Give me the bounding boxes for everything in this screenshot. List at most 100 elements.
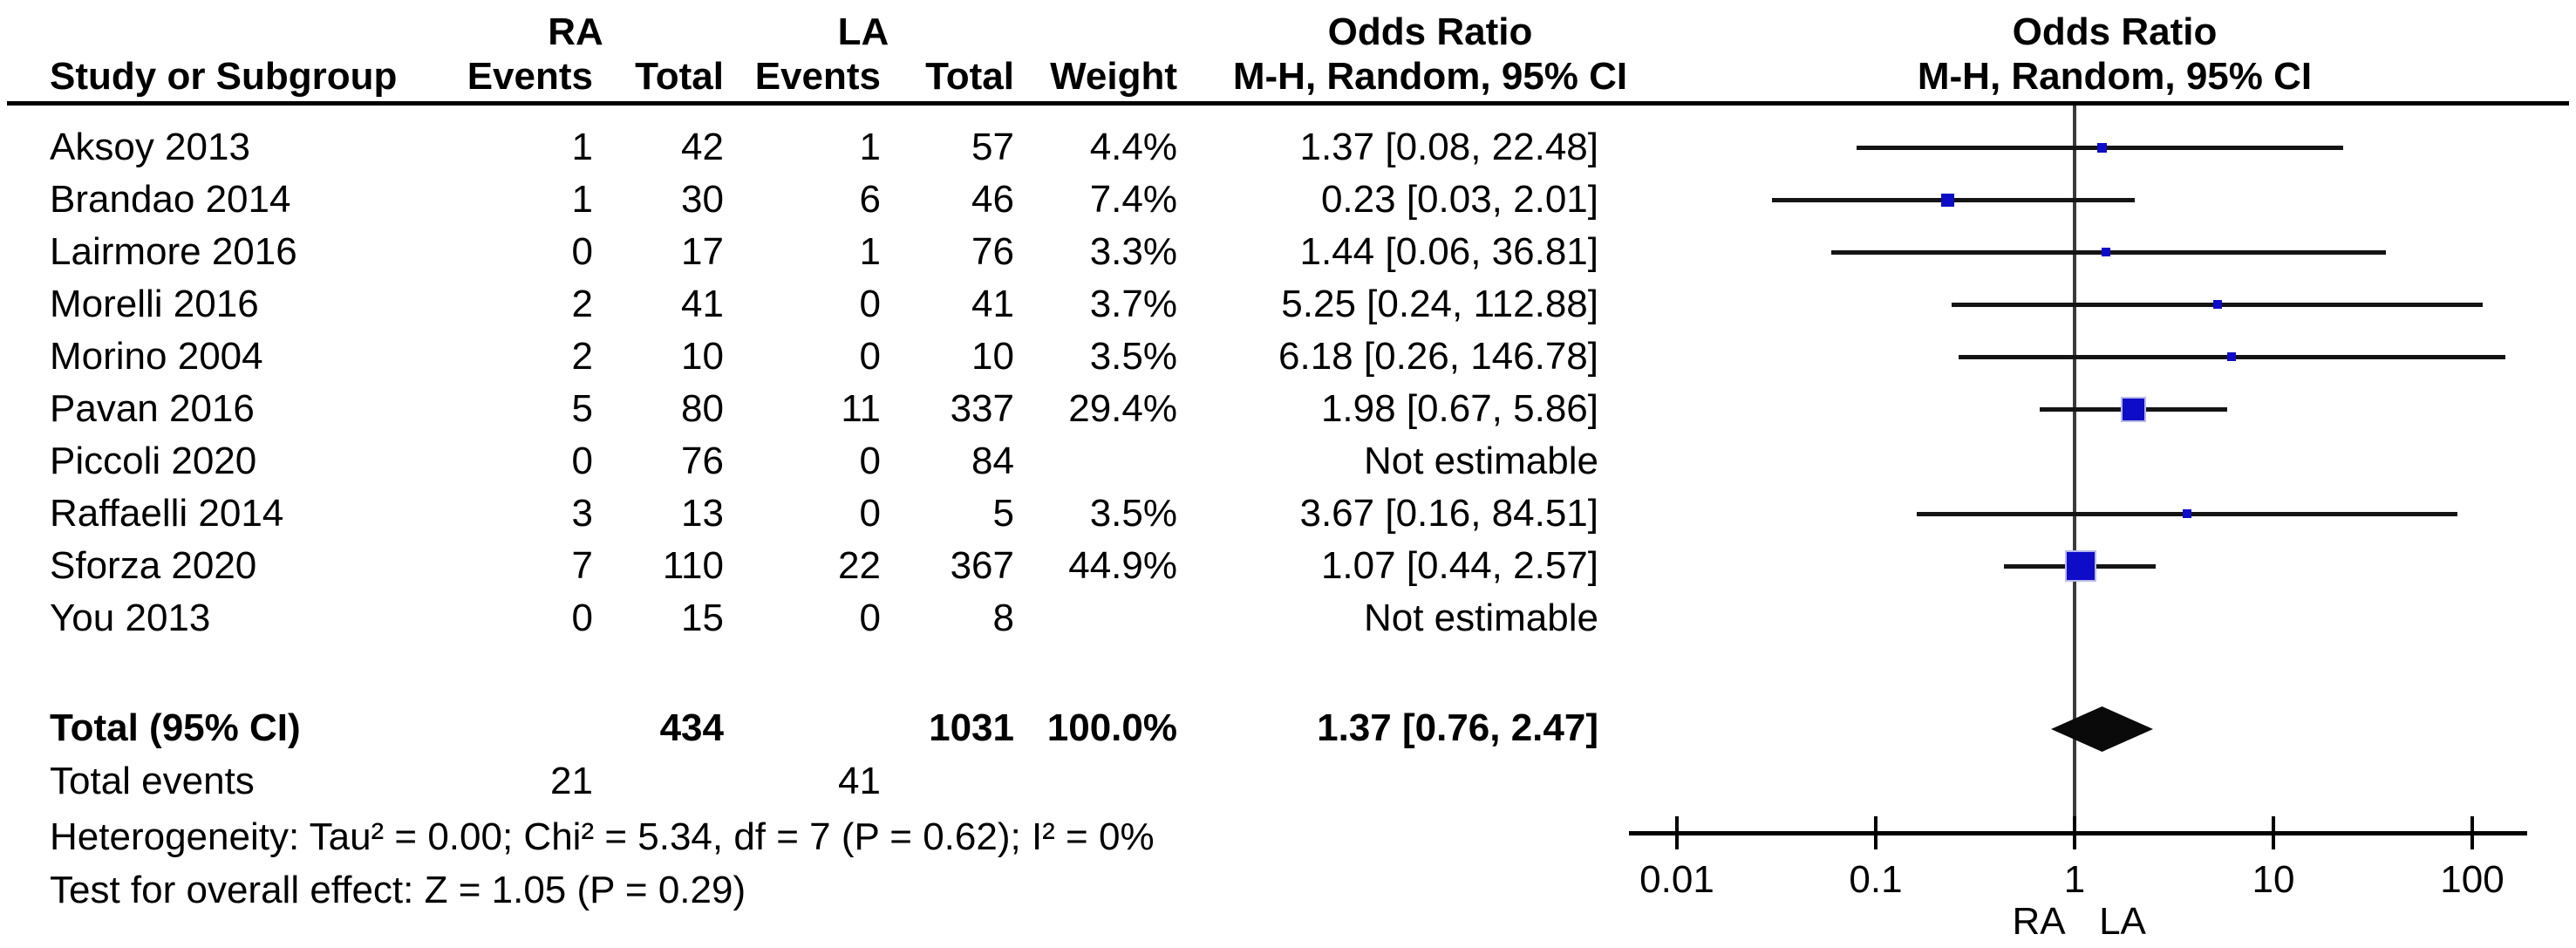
ra-total-value: 15 <box>681 597 724 639</box>
study-name: You 2013 <box>50 597 211 639</box>
effect-marker <box>2213 300 2223 309</box>
effect-marker <box>2096 142 2107 153</box>
study-name: Pavan 2016 <box>50 387 255 430</box>
x-axis-tick-label: 0.1 <box>1849 858 1903 901</box>
x-axis-tick-100 <box>2470 816 2474 849</box>
total-weight: 100.0% <box>1046 706 1177 749</box>
la-total-value: 8 <box>992 597 1014 639</box>
weight-value: 29.4% <box>1068 387 1177 430</box>
or-ci-text: 5.25 [0.24, 112.88] <box>1281 283 1598 325</box>
la-total-value: 46 <box>971 178 1014 221</box>
col-header-mh-ci-text: M-H, Random, 95% CI <box>1232 55 1628 98</box>
group-header-ra: RA <box>548 10 603 53</box>
la-events-value: 0 <box>859 492 881 535</box>
la-events-value: 6 <box>859 178 881 221</box>
or-ci-text: 3.67 [0.16, 84.51] <box>1299 492 1598 535</box>
overall-effect-test: Test for overall effect: Z = 1.05 (P = 0… <box>50 869 746 911</box>
la-events-value: 22 <box>838 544 881 587</box>
total-events-label: Total events <box>50 760 255 802</box>
col-header-mh-ci-plot: M-H, Random, 95% CI <box>1917 55 2313 98</box>
or-ci-text: Not estimable <box>1363 597 1598 639</box>
ra-total-value: 80 <box>681 387 724 430</box>
or-ci-text: Not estimable <box>1363 440 1598 482</box>
ra-total-value: 110 <box>662 544 724 587</box>
weight-value: 7.4% <box>1089 178 1177 221</box>
col-header-weight: Weight <box>1050 55 1177 98</box>
column-group-odds-ratio-plot: Odds Ratio <box>2012 10 2218 53</box>
la-total-value: 10 <box>971 335 1014 378</box>
weight-value: 4.4% <box>1089 126 1177 168</box>
ra-total-value: 30 <box>681 178 724 221</box>
la-total-value: 337 <box>950 387 1014 430</box>
ra-events-value: 3 <box>571 492 593 535</box>
la-total-value: 367 <box>950 544 1014 587</box>
col-header-ra-events: Events <box>467 55 593 98</box>
study-name: Aksoy 2013 <box>50 126 250 168</box>
weight-value: 3.5% <box>1089 492 1177 535</box>
favours-left-label: RA <box>2012 900 2066 943</box>
col-header-la-events: Events <box>754 55 881 98</box>
weight-value: 3.3% <box>1089 230 1177 273</box>
total-events-ra: 21 <box>550 760 593 802</box>
ra-events-value: 0 <box>571 230 593 273</box>
ra-events-value: 1 <box>571 126 593 168</box>
group-header-la: LA <box>837 10 889 53</box>
study-name: Sforza 2020 <box>50 544 257 587</box>
ra-events-value: 2 <box>571 283 593 325</box>
la-events-value: 0 <box>859 597 881 639</box>
ra-events-value: 2 <box>571 335 593 378</box>
effect-marker <box>2102 248 2111 256</box>
x-axis-tick-10 <box>2272 816 2275 849</box>
x-axis-tick-1 <box>2073 816 2076 849</box>
study-name: Raffaelli 2014 <box>50 492 284 535</box>
total-row-label: Total (95% CI) <box>50 706 301 749</box>
total-or-ci-text: 1.37 [0.76, 2.47] <box>1317 706 1598 749</box>
x-axis-tick-label: 10 <box>2252 858 2295 901</box>
favours-right-label: LA <box>2099 900 2146 943</box>
la-events-value: 0 <box>859 440 881 482</box>
ra-total-value: 17 <box>681 230 724 273</box>
x-axis-line <box>1629 831 2527 835</box>
la-events-value: 11 <box>841 387 881 430</box>
la-total-value: 5 <box>992 492 1014 535</box>
x-axis-tick-label: 0.01 <box>1639 858 1714 901</box>
total-la-total: 1031 <box>929 706 1014 749</box>
col-header-la-total: Total <box>925 55 1014 98</box>
la-total-value: 41 <box>971 283 1014 325</box>
la-events-value: 0 <box>859 335 881 378</box>
effect-marker <box>2064 550 2096 582</box>
study-name: Brandao 2014 <box>50 178 291 221</box>
weight-value: 3.5% <box>1089 335 1177 378</box>
study-name: Morelli 2016 <box>50 283 259 325</box>
study-name: Morino 2004 <box>50 335 263 378</box>
header-divider <box>7 101 2569 106</box>
study-name: Lairmore 2016 <box>50 230 297 273</box>
ra-events-value: 1 <box>571 178 593 221</box>
weight-value: 3.7% <box>1089 283 1177 325</box>
la-total-value: 76 <box>971 230 1014 273</box>
heterogeneity-stats: Heterogeneity: Tau² = 0.00; Chi² = 5.34,… <box>50 815 1155 858</box>
ra-total-value: 41 <box>681 283 724 325</box>
total-ra-total: 434 <box>659 706 724 749</box>
ra-total-value: 13 <box>681 492 724 535</box>
effect-marker <box>2121 396 2147 422</box>
la-total-value: 57 <box>971 126 1014 168</box>
effect-marker <box>2227 352 2237 361</box>
ra-events-value: 0 <box>571 440 593 482</box>
or-ci-text: 0.23 [0.03, 2.01] <box>1320 178 1598 221</box>
x-axis-tick-01 <box>1874 816 1877 849</box>
la-events-value: 1 <box>859 230 881 273</box>
effect-marker <box>1940 193 1954 207</box>
la-total-value: 84 <box>971 440 1014 482</box>
x-axis-tick-label: 1 <box>2063 858 2086 901</box>
column-group-odds-ratio-text: Odds Ratio <box>1327 10 1533 53</box>
ra-total-value: 10 <box>681 335 724 378</box>
col-header-study: Study or Subgroup <box>50 55 398 98</box>
la-events-value: 0 <box>859 283 881 325</box>
study-name: Piccoli 2020 <box>50 440 257 482</box>
x-axis-tick-label: 100 <box>2440 858 2504 901</box>
ra-total-value: 76 <box>681 440 724 482</box>
or-ci-text: 1.44 [0.06, 36.81] <box>1299 230 1598 273</box>
x-axis-tick-001 <box>1675 816 1679 849</box>
